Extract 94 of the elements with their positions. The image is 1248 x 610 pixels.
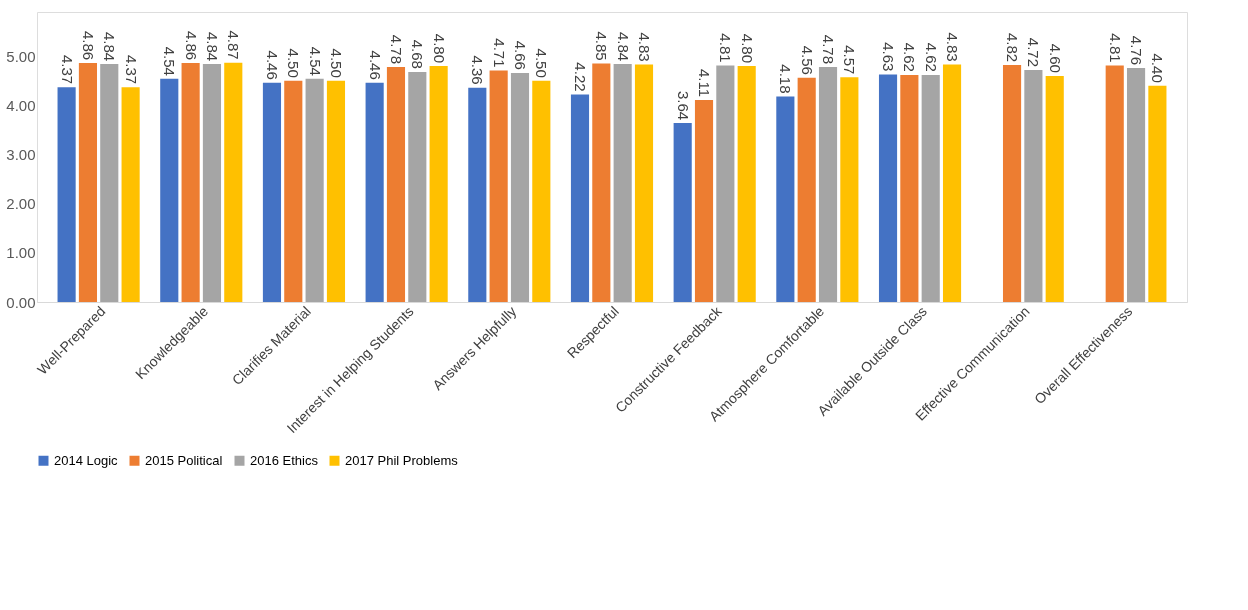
data-label: 4.78 <box>820 34 838 65</box>
data-label: 4.36 <box>469 55 487 85</box>
data-label: 4.63 <box>880 42 898 72</box>
data-label: 4.50 <box>285 48 303 78</box>
bar <box>78 63 98 302</box>
bar <box>694 99 714 302</box>
data-label: 4.71 <box>490 38 508 68</box>
data-label: 4.80 <box>738 33 756 64</box>
bar <box>326 80 346 302</box>
bar <box>284 80 303 302</box>
data-label: 4.60 <box>1046 43 1064 73</box>
data-label: 4.54 <box>306 46 324 76</box>
data-label: 3.64 <box>674 90 692 121</box>
data-label: 4.84 <box>203 31 221 62</box>
bar <box>942 64 962 302</box>
data-label: 4.37 <box>58 55 76 85</box>
bar <box>878 74 898 302</box>
bar <box>365 82 384 302</box>
data-label: 4.46 <box>366 50 384 80</box>
data-label: 4.18 <box>777 64 795 94</box>
data-label: 4.50 <box>533 48 551 78</box>
bar <box>532 80 551 302</box>
data-label: 4.81 <box>1106 33 1124 63</box>
data-label: 4.72 <box>1025 37 1043 67</box>
bar <box>921 74 940 302</box>
bar <box>160 78 179 302</box>
data-label: 4.80 <box>430 33 448 64</box>
bar <box>202 64 222 302</box>
data-label: 4.46 <box>263 50 281 80</box>
bar <box>797 77 816 302</box>
bar <box>1126 68 1146 302</box>
data-label: 4.84 <box>101 31 119 62</box>
bar <box>673 123 692 302</box>
bar <box>1002 65 1022 302</box>
bar <box>121 87 140 302</box>
bar <box>305 78 324 302</box>
data-label: 4.76 <box>1128 35 1146 66</box>
legend-label: 2017 Phil Problems <box>345 452 459 468</box>
bar <box>429 66 448 302</box>
data-label: 4.83 <box>944 32 962 62</box>
bar <box>634 64 654 302</box>
y-tick-label: 1.00 <box>6 244 36 262</box>
bar <box>262 82 282 302</box>
data-label: 4.84 <box>614 31 632 62</box>
bar <box>592 63 611 302</box>
bar <box>1045 75 1064 302</box>
bar <box>613 64 632 302</box>
data-label: 4.83 <box>636 32 653 62</box>
bar <box>489 70 508 302</box>
data-label: 4.62 <box>922 42 940 72</box>
bar <box>1148 85 1167 302</box>
bar <box>224 62 243 302</box>
bar <box>818 67 838 302</box>
data-label: 4.62 <box>901 42 919 72</box>
data-label: 4.54 <box>161 46 179 76</box>
bar <box>510 72 530 302</box>
bar <box>900 74 919 302</box>
data-label: 4.50 <box>327 48 345 78</box>
bar <box>570 94 590 302</box>
bar <box>1105 65 1124 302</box>
data-label: 4.86 <box>79 30 97 61</box>
bar <box>408 71 427 302</box>
data-label: 4.40 <box>1149 53 1167 83</box>
y-tick-label: 5.00 <box>6 47 36 65</box>
y-tick-label: 2.00 <box>6 195 36 213</box>
y-tick-label: 3.00 <box>6 146 36 164</box>
bar <box>386 67 406 302</box>
bar <box>100 64 119 302</box>
bar <box>737 66 756 302</box>
bar <box>1024 70 1043 302</box>
bar <box>776 96 795 302</box>
data-label: 4.68 <box>409 39 427 69</box>
data-label: 4.11 <box>696 68 714 97</box>
y-tick-label: 0.00 <box>6 293 36 311</box>
data-label: 4.56 <box>798 45 816 75</box>
bar <box>57 87 76 302</box>
bar <box>840 77 859 302</box>
data-label: 4.85 <box>593 31 611 61</box>
data-label: 4.81 <box>717 33 735 63</box>
data-label: 4.78 <box>387 34 405 65</box>
legend-label: 2014 Logic <box>54 452 119 468</box>
data-label: 4.82 <box>1004 32 1022 63</box>
data-label: 4.22 <box>572 62 589 92</box>
legend-label: 2016 Ethics <box>250 452 319 468</box>
data-label: 4.86 <box>182 30 200 61</box>
data-label: 4.37 <box>122 55 140 85</box>
data-label: 4.57 <box>841 45 859 75</box>
bar <box>181 63 200 302</box>
y-tick-label: 4.00 <box>6 96 36 114</box>
data-label: 4.87 <box>225 30 243 60</box>
legend-label: 2015 Political <box>145 452 223 468</box>
data-label: 4.66 <box>511 40 529 70</box>
bar <box>716 65 735 302</box>
bar <box>468 87 487 302</box>
